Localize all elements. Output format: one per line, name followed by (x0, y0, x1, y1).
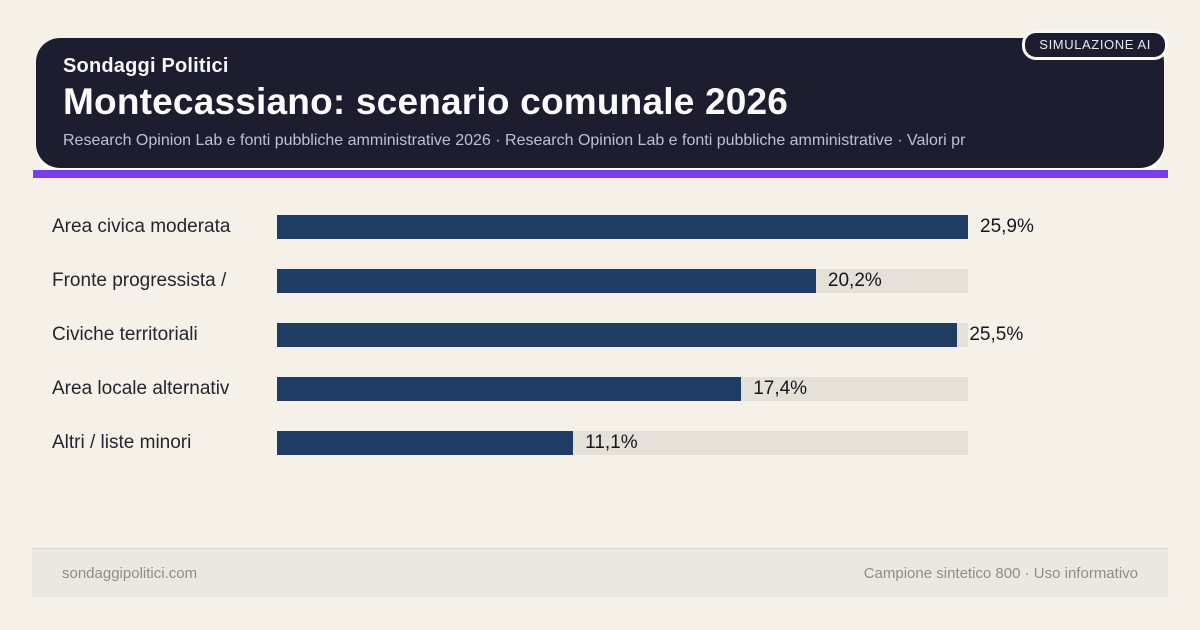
bar-fill (277, 323, 958, 347)
bar-chart: Area civica moderata 25,9% Fronte progress… (52, 200, 1168, 470)
footer: sondaggipolitici.com Campione sintetico … (32, 548, 1168, 597)
bar-area: 25,5% (277, 323, 1023, 347)
bar-category-label: Area locale alternativ (52, 378, 230, 399)
bar-fill (277, 269, 816, 293)
bar-area: 11,1% (277, 431, 968, 455)
bar-value-label: 25,9% (980, 216, 1034, 237)
bar-area: 25,9% (277, 215, 1034, 239)
chart-row: Area locale alternativ 17,4% (52, 362, 1168, 416)
bar-value-label: 20,2% (827, 270, 882, 291)
bar-category-label: Fronte progressista / (52, 270, 227, 291)
bar-fill (277, 215, 968, 239)
page-subtitle: Research Opinion Lab e fonti pubbliche a… (63, 132, 966, 149)
chart-row: Fronte progressista / 20,2% (52, 254, 1168, 308)
simulation-badge: SIMULAZIONE AI (1022, 30, 1168, 60)
chart-row: Altri / liste minori 11,1% (52, 416, 1168, 470)
bar-fill (277, 431, 574, 455)
accent-bar (33, 170, 1168, 178)
footer-domain: sondaggipolitici.com (62, 564, 198, 582)
bar-category-label: Area civica moderata (52, 216, 231, 237)
bar-value-label: 25,5% (969, 324, 1024, 345)
bar-value-label: 11,1% (585, 432, 638, 453)
chart-row: Area civica moderata 25,9% (52, 200, 1168, 254)
bar-value-label: 17,4% (753, 378, 808, 399)
bar-area: 17,4% (277, 377, 968, 401)
bar-fill (277, 377, 742, 401)
bar-category-label: Civiche territoriali (52, 324, 198, 345)
bar-category-label: Altri / liste minori (52, 432, 192, 453)
page-title: Montecassiano: scenario comunale 2026 (63, 81, 789, 122)
bar-area: 20,2% (277, 269, 968, 293)
footer-disclaimer: Campione sintetico 800 · Uso informativo (863, 564, 1138, 582)
header: Sondaggi Politici Montecassiano: scenari… (36, 38, 1164, 168)
site-name: Sondaggi Politici (63, 55, 229, 77)
chart-row: Civiche territoriali 25,5% (52, 308, 1168, 362)
